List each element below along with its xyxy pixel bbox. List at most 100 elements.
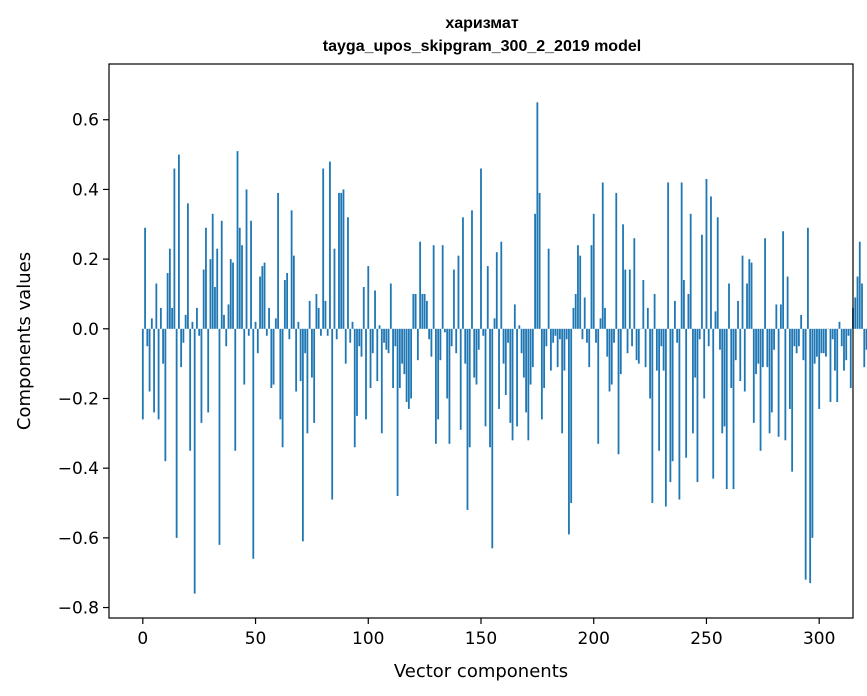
bar-81: [324, 300, 327, 329]
bar-197: [586, 328, 588, 343]
bar-198: [588, 328, 591, 368]
bar-202: [597, 328, 600, 444]
bar-243: [689, 213, 692, 329]
bar-47: [247, 328, 250, 336]
bar-246: [696, 328, 699, 483]
bar-131: [437, 328, 440, 420]
bar-80: [322, 168, 325, 329]
bar-107: [383, 328, 385, 343]
bar-69: [297, 321, 300, 329]
bar-43: [238, 227, 241, 329]
bar-106: [380, 328, 383, 434]
bar-319: [861, 283, 863, 329]
bar-168: [520, 328, 523, 354]
bar-137: [450, 328, 453, 347]
y-tick-label: −0.2: [58, 389, 99, 409]
bar-174: [534, 213, 537, 329]
bar-277: [766, 328, 769, 368]
bar-293: [802, 328, 805, 361]
bar-84: [331, 328, 334, 500]
bar-247: [698, 328, 701, 340]
bar-36: [223, 314, 225, 329]
bar-140: [457, 255, 460, 329]
bar-225: [649, 328, 651, 399]
bar-288: [791, 328, 794, 472]
bar-12: [168, 248, 171, 329]
bar-40: [232, 262, 234, 329]
bar-127: [428, 328, 431, 340]
bar-296: [809, 328, 812, 584]
bar-75: [311, 328, 313, 378]
bar-175: [536, 102, 539, 329]
bar-142: [462, 217, 464, 329]
bar-60: [277, 192, 279, 329]
bar-179: [545, 328, 548, 347]
bar-177: [540, 328, 543, 420]
bar-195: [581, 328, 584, 340]
bar-321: [865, 328, 867, 350]
x-tick-label: 150: [465, 629, 497, 649]
bar-113: [396, 328, 399, 497]
x-tick-label: 300: [803, 629, 835, 649]
bar-244: [692, 328, 694, 434]
bar-119: [410, 328, 413, 399]
bar-224: [646, 307, 649, 329]
bar-108: [385, 328, 388, 350]
y-axis-label: Components values: [14, 252, 35, 430]
bar-161: [504, 328, 507, 396]
bar-220: [637, 328, 640, 364]
y-tick-label: −0.8: [58, 599, 99, 619]
bar-157: [495, 252, 498, 329]
bar-212: [619, 328, 622, 375]
y-tick-label: −0.6: [58, 529, 99, 549]
x-tick-label: 200: [578, 629, 610, 649]
bar-312: [845, 328, 848, 361]
bar-203: [599, 318, 602, 329]
bar-208: [610, 328, 613, 385]
bar-88: [340, 192, 343, 329]
bar-164: [511, 328, 514, 441]
bar-58: [272, 328, 275, 385]
bar-122: [416, 328, 419, 361]
bar-227: [653, 293, 656, 329]
bar-259: [725, 328, 728, 490]
bar-14: [173, 168, 176, 329]
bar-317: [856, 276, 859, 329]
chart-title: харизмат: [445, 15, 518, 32]
bar-205: [604, 307, 606, 329]
bar-79: [320, 328, 322, 336]
bar-54: [263, 262, 266, 329]
bar-240: [683, 280, 685, 329]
bar-283: [779, 304, 782, 329]
bar-25: [198, 328, 201, 336]
bar-71: [301, 328, 304, 542]
bar-17: [180, 328, 183, 368]
bar-92: [349, 328, 352, 343]
bar-261: [730, 328, 733, 389]
bar-26: [200, 328, 203, 423]
bar-148: [475, 328, 478, 385]
bar-32: [214, 286, 216, 329]
bar-213: [622, 224, 624, 329]
bar-187: [563, 328, 566, 371]
bar-8: [159, 307, 162, 329]
bar-193: [577, 245, 579, 329]
bar-183: [554, 328, 557, 336]
bar-188: [565, 328, 568, 340]
bar-91: [347, 217, 349, 329]
bar-318: [858, 241, 861, 329]
bar-154: [489, 328, 491, 448]
bar-217: [631, 328, 633, 347]
bar-171: [527, 328, 530, 441]
bar-185: [559, 328, 561, 340]
bar-316: [854, 297, 857, 329]
bar-53: [261, 266, 264, 329]
bar-229: [658, 328, 661, 451]
bar-95: [356, 328, 358, 416]
bar-245: [694, 328, 697, 378]
bar-77: [315, 293, 318, 329]
bar-153: [486, 266, 489, 329]
y-tick-label: 0.6: [72, 111, 99, 131]
bar-19: [184, 314, 187, 329]
